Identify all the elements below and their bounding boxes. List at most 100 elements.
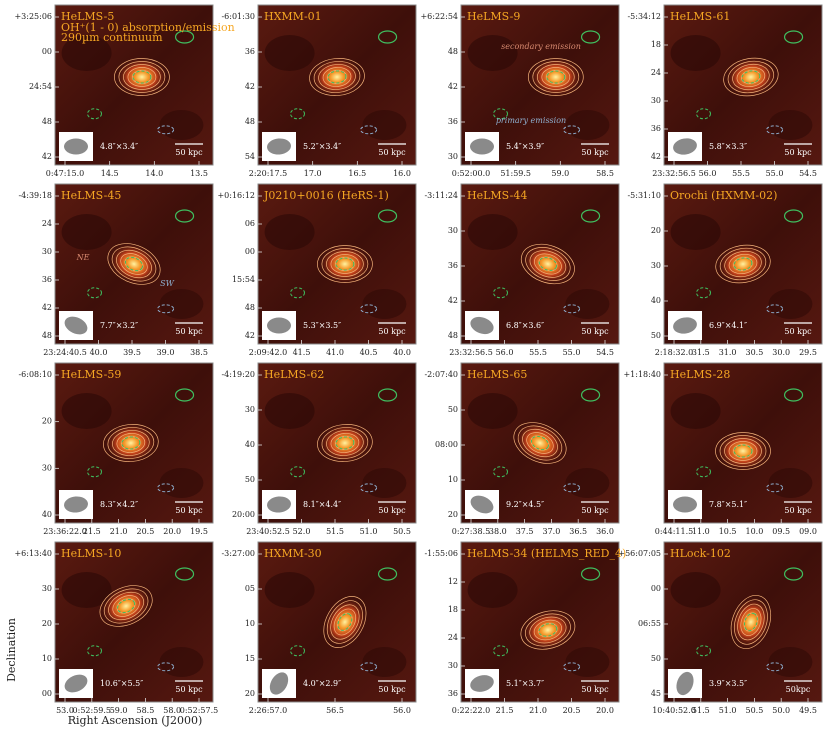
oh-contour bbox=[783, 209, 804, 223]
x-tick-label: 55.5 bbox=[732, 169, 750, 178]
panel-frame bbox=[460, 362, 620, 524]
oh-contour bbox=[783, 30, 804, 44]
x-tick-label: 54.5 bbox=[799, 169, 817, 178]
x-tick-label: 21.0 bbox=[529, 706, 547, 715]
dark-patch bbox=[768, 289, 813, 319]
annotation: SW bbox=[160, 279, 174, 288]
oh-contour bbox=[121, 436, 141, 450]
y-tick-label: 30 bbox=[651, 96, 661, 105]
y-tick-label: 48 bbox=[42, 331, 52, 340]
panel-frame bbox=[460, 183, 620, 345]
beam-size: 4.0″×2.9″ bbox=[303, 679, 341, 688]
x-tick-label: 36.5 bbox=[569, 527, 587, 536]
y-tick-label: -3:27:00 bbox=[221, 549, 255, 558]
panel-frame bbox=[54, 183, 214, 345]
continuum-contour bbox=[330, 433, 360, 453]
oh-contour bbox=[493, 645, 508, 657]
continuum-contour bbox=[116, 249, 152, 279]
continuum-contour bbox=[116, 433, 146, 453]
dark-patch bbox=[264, 393, 315, 429]
x-tick-label: 21.5 bbox=[496, 706, 514, 715]
y-tick-label: 50 bbox=[651, 654, 661, 663]
x-tick-label: 20.5 bbox=[563, 706, 581, 715]
scale-label: 50 kpc bbox=[784, 148, 812, 157]
panel-frame bbox=[663, 362, 823, 524]
oh-contour bbox=[290, 466, 305, 478]
x-tick-label: 54.5 bbox=[596, 348, 614, 357]
continuum-contour bbox=[108, 591, 145, 621]
continuum-contour bbox=[317, 245, 373, 283]
y-tick-label: 24 bbox=[42, 219, 52, 228]
oh-contour bbox=[87, 466, 102, 478]
beam-size: 9.2″×4.5″ bbox=[506, 500, 544, 509]
y-tick-label: +56:07:05 bbox=[618, 549, 661, 558]
beam bbox=[470, 316, 494, 335]
oh-contour bbox=[174, 30, 195, 44]
y-tick-label: 36 bbox=[42, 275, 52, 284]
beam bbox=[64, 674, 88, 693]
continuum-contour bbox=[123, 64, 161, 90]
x-tick-label: 21.0 bbox=[110, 527, 128, 536]
continuum-contour bbox=[326, 600, 363, 644]
continuum-contour bbox=[736, 66, 766, 88]
y-tick-label: 48 bbox=[448, 47, 458, 56]
x-tick-label: 23:32:56.5 bbox=[449, 348, 493, 357]
x-tick-label: 40.0 bbox=[90, 348, 108, 357]
continuum-contour bbox=[326, 251, 364, 277]
continuum-contour bbox=[107, 427, 155, 459]
continuum-contour bbox=[317, 424, 373, 462]
continuum-contour bbox=[333, 608, 357, 636]
continuum-emission bbox=[115, 57, 168, 97]
oh-contour bbox=[493, 287, 508, 299]
oh-contour bbox=[157, 662, 175, 672]
panel-title: HeLMS-59 bbox=[61, 368, 121, 381]
y-tick-label: 36 bbox=[448, 261, 458, 270]
y-tick-label: -3:11:24 bbox=[424, 191, 458, 200]
continuum-emission bbox=[522, 243, 574, 285]
x-tick-label: 23:36:22.0 bbox=[43, 527, 87, 536]
beam-size: 3.9″×3.5″ bbox=[709, 679, 747, 688]
beam bbox=[64, 316, 88, 335]
x-tick-label: 09.5 bbox=[772, 527, 790, 536]
scale-label: 50 kpc bbox=[378, 148, 406, 157]
dark-patch bbox=[264, 214, 315, 250]
y-tick-label: 00 bbox=[651, 584, 661, 593]
continuum-contour bbox=[112, 595, 140, 617]
oh-contour bbox=[563, 125, 581, 135]
y-tick-label: 20 bbox=[42, 417, 52, 426]
oh-contour bbox=[335, 257, 355, 271]
x-tick-label: 19.5 bbox=[190, 527, 208, 536]
y-tick-label: 30 bbox=[448, 661, 458, 670]
annotation: primary emission bbox=[496, 116, 566, 125]
oh-contour bbox=[290, 108, 305, 120]
dark-patch bbox=[565, 468, 610, 498]
scale-label: 50 kpc bbox=[784, 327, 812, 336]
dark-patch bbox=[467, 35, 518, 71]
panel-frame bbox=[460, 4, 620, 166]
continuum-contour bbox=[103, 588, 149, 624]
continuum-contour bbox=[733, 599, 768, 645]
continuum-contour bbox=[127, 67, 157, 87]
legend-entry: 290µm continuum bbox=[61, 31, 163, 44]
y-tick-label: 50 bbox=[245, 475, 255, 484]
continuum-contour bbox=[112, 430, 150, 456]
scale-label: 50 kpc bbox=[378, 327, 406, 336]
x-tick-label: 31.0 bbox=[719, 348, 737, 357]
panel-title: HXMM-01 bbox=[264, 10, 322, 23]
continuum-contour bbox=[309, 58, 365, 96]
oh-contour bbox=[741, 70, 761, 84]
oh-contour bbox=[766, 483, 784, 493]
scale-label: 50kpc bbox=[786, 685, 811, 694]
scale-label: 50 kpc bbox=[581, 327, 609, 336]
oh-contour bbox=[766, 304, 784, 314]
oh-contour bbox=[580, 209, 601, 223]
oh-contour bbox=[377, 30, 398, 44]
continuum-contour bbox=[520, 610, 576, 650]
x-axis-label: Right Ascension (J2000) bbox=[68, 714, 203, 727]
continuum-contour bbox=[724, 250, 762, 278]
oh-contour bbox=[157, 304, 175, 314]
x-tick-label: 0:27:38.5 bbox=[452, 527, 490, 536]
scale-label: 50 kpc bbox=[784, 506, 812, 515]
oh-contour bbox=[766, 125, 784, 135]
x-tick-label: 38.5 bbox=[190, 348, 208, 357]
